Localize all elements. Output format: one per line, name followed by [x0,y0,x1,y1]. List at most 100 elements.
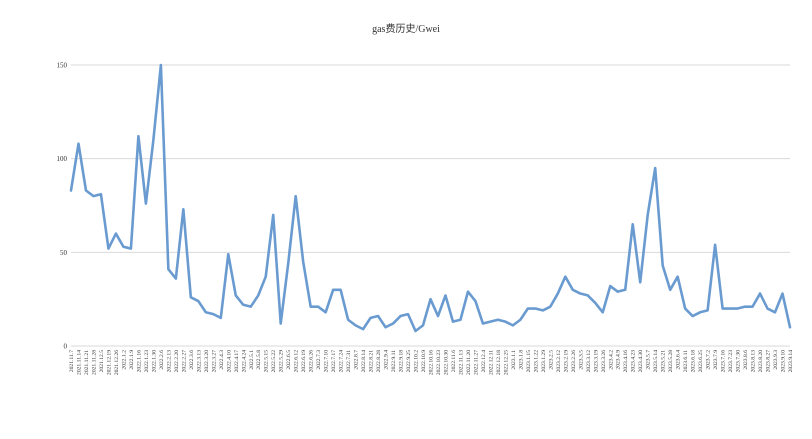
x-tick-label: 2022.3.6 [189,350,195,370]
y-tick-label: 150 [57,62,68,70]
x-tick-label: 2022.7.10 [324,350,330,373]
data-point [751,306,754,308]
x-tick-label: 2022.4.3 [219,350,225,370]
x-tick-label: 2023.5.21 [661,350,667,373]
data-point [347,319,349,321]
x-tick-label: 2023.5.7 [646,350,652,370]
data-point [609,285,611,287]
x-tick-label: 2023.8.27 [766,350,772,373]
data-point [280,322,282,325]
data-point [407,313,409,315]
x-tick-label: 2023.6.25 [698,350,704,373]
data-point [714,244,716,246]
data-point [340,289,342,291]
x-tick-label: 2023.2.5 [548,350,554,370]
x-tick-label: 2023.3.12 [586,350,592,373]
data-point [100,193,102,195]
x-tick-label: 2023.8.6 [743,350,749,370]
x-tick-label: 2023.4.16 [623,350,629,373]
x-tick-label: 2022.10.2 [414,350,420,373]
y-axis: 0 50 100 150 [57,62,68,351]
x-tick-label: 2023.6.18 [691,350,697,373]
data-point [235,294,237,297]
x-tick-label: 2022.1.23 [144,350,150,373]
x-tick-label: 2023.2.19 [563,350,569,373]
x-tick-label: 2022.9.11 [391,350,397,372]
data-point [325,311,327,313]
x-tick-label: 2022.4.24 [241,350,247,373]
data-point [220,317,222,319]
x-tick-label: 2023.1.15 [526,350,532,373]
data-point [227,253,229,255]
data-point [654,167,656,169]
series-line [69,63,792,333]
x-tick-label: 2022.1.30 [151,350,157,373]
data-point [190,296,192,298]
x-tick-label: 2023.4.2 [608,350,614,370]
x-tick-label: 2023.7.2 [706,350,712,370]
data-point [302,261,304,263]
data-point [699,311,701,313]
data-point [384,326,387,328]
data-point [399,315,402,317]
x-tick-label: 2021.11.28 [91,350,97,375]
data-point [497,319,499,321]
x-tick-label: 2023.2.26 [571,350,577,373]
data-point [437,315,439,317]
data-point [152,139,154,141]
data-point [639,281,641,283]
x-tick-label: 2022.7.17 [331,350,337,373]
grid-lines [71,64,790,347]
data-point [265,276,267,278]
x-tick-label: 2022.5.8 [256,350,262,370]
data-point [212,313,214,315]
x-tick-label: 2023.4.9 [616,350,622,370]
x-tick-label: 2023.7.30 [736,350,742,373]
data-point [512,324,514,326]
y-tick-label: 0 [64,343,68,351]
data-point [474,300,477,302]
x-tick-label: 2022.2.13 [166,350,172,373]
data-point [310,306,312,308]
series-group [69,63,792,333]
x-tick-label: 2022.8.7 [354,350,360,370]
data-point [122,246,125,248]
data-point [362,328,364,330]
data-point [145,203,147,205]
x-tick-label: 2022.10.16 [429,350,435,375]
x-tick-label: 2023.9.14 [788,350,794,373]
data-point [519,319,521,321]
x-tick-label: 2023.7.23 [728,350,734,373]
data-point [257,294,259,297]
x-tick-label: 2023.1.1 [511,350,517,370]
data-point [287,262,289,265]
data-point [504,321,506,323]
data-point [647,214,649,216]
data-point [624,289,626,291]
x-tick-label: 2022.10.23 [436,350,442,375]
chart-title: gas费历史/Gwei [372,22,440,35]
x-tick-label: 2022.1.2 [121,350,127,370]
x-tick-label: 2022.7.24 [339,350,345,373]
x-tick-label: 2022.2.6 [159,350,165,370]
data-point [429,298,432,300]
data-point [662,264,664,267]
x-tick-label: 2021.11.7 [69,350,75,372]
data-point [736,307,739,310]
data-point [781,292,784,295]
x-tick-label: 2022.11.27 [473,350,479,375]
x-tick-label: 2023.3.5 [578,350,584,370]
x-tick-label: 2023.3.19 [593,350,599,373]
x-tick-label: 2021.11.14 [76,350,82,375]
data-point [482,322,484,325]
data-point [77,143,80,145]
x-tick-label: 2022.6.26 [309,350,315,373]
data-point [414,330,417,332]
data-point [617,291,619,293]
data-point [242,304,244,306]
x-tick-label: 2022.7.3 [316,350,322,370]
data-point [182,208,184,210]
x-tick-label: 2022.11.6 [451,350,457,372]
x-tick-label: 2023.7.9 [713,350,719,370]
x-tick-label: 2023.1.8 [518,350,524,370]
